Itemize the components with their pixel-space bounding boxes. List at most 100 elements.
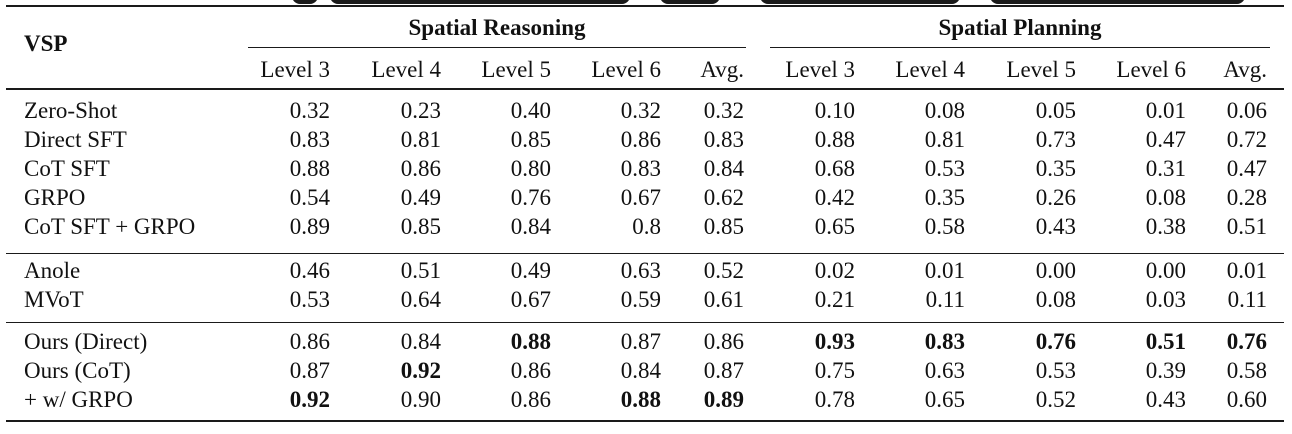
row-label: Anole [24, 258, 81, 283]
table-cell: 0.88 [510, 329, 551, 354]
table-cell: 0.38 [1145, 214, 1186, 239]
table-cell: 0.08 [1035, 287, 1076, 312]
table-cell: 0.01 [1145, 98, 1186, 123]
header-rule [6, 88, 1284, 90]
table-cell: 0.87 [289, 358, 330, 383]
table-cell: 0.47 [1226, 156, 1267, 181]
table-cell: 0.47 [1145, 127, 1186, 152]
table-cell: 0.84 [510, 214, 551, 239]
table-cell: 0.63 [924, 358, 965, 383]
table-cell: 0.65 [924, 387, 965, 412]
table-cell: 0.52 [703, 258, 744, 283]
table-cell: 0.62 [703, 185, 744, 210]
table-cell: 0.00 [1145, 258, 1186, 283]
table-cell: 0.86 [289, 329, 330, 354]
table-cell: 0.87 [703, 358, 744, 383]
table-cell: 0.06 [1226, 98, 1267, 123]
table-cell: 0.54 [289, 185, 330, 210]
table-cell: 0.23 [400, 98, 441, 123]
table-cell: 0.31 [1145, 156, 1186, 181]
table-cell: 0.67 [510, 287, 551, 312]
section-rule-2 [6, 322, 1284, 323]
table-cell: 0.67 [620, 185, 661, 210]
table-cell: 0.46 [289, 258, 330, 283]
table-cell: 0.08 [924, 98, 965, 123]
table-cell: 0.10 [814, 98, 855, 123]
table-cell: 0.78 [814, 387, 855, 412]
cut-off-caption-text [0, 0, 1292, 4]
group-header-spatial-planning: Spatial Planning [938, 15, 1102, 40]
table-cell: 0.72 [1226, 127, 1267, 152]
row-label: GRPO [24, 185, 86, 210]
table-cell: 0.60 [1226, 387, 1267, 412]
table-cell: 0.40 [510, 98, 551, 123]
table-cell: 0.01 [1226, 258, 1267, 283]
table-cell: 0.43 [1145, 387, 1186, 412]
row-label: Ours (Direct) [24, 329, 148, 354]
table-cell: 0.53 [1035, 358, 1076, 383]
table-cell: 0.21 [814, 287, 855, 312]
table-cell: 0.86 [703, 329, 744, 354]
table-cell: 0.85 [703, 214, 744, 239]
table-cell: 0.81 [400, 127, 441, 152]
table-cell: 0.08 [1145, 185, 1186, 210]
table-cell: 0.51 [1145, 329, 1186, 354]
table-cell: 0.32 [289, 98, 330, 123]
table-cell: 0.86 [620, 127, 661, 152]
table-cell: 0.93 [814, 329, 855, 354]
row-label: Zero-Shot [24, 98, 118, 123]
row-label: Ours (CoT) [24, 358, 131, 383]
table-cell: 0.75 [814, 358, 855, 383]
column-header: Level 6 [591, 57, 661, 82]
column-header: Level 5 [1006, 57, 1076, 82]
table-cell: 0.00 [1035, 258, 1076, 283]
table-cell: 0.86 [510, 358, 551, 383]
corner-label: VSP [24, 31, 68, 56]
table-cell: 0.86 [400, 156, 441, 181]
table-cell: 0.92 [289, 387, 330, 412]
table-cell: 0.51 [400, 258, 441, 283]
table-cell: 0.11 [925, 287, 965, 312]
table-cell: 0.88 [620, 387, 661, 412]
table-cell: 0.51 [1226, 214, 1267, 239]
table-cell: 0.49 [400, 185, 441, 210]
table-cell: 0.58 [924, 214, 965, 239]
row-label: CoT SFT [24, 156, 110, 181]
row-label: CoT SFT + GRPO [24, 214, 196, 239]
table-cell: 0.65 [814, 214, 855, 239]
table-cell: 0.68 [814, 156, 855, 181]
table-cell: 0.89 [703, 387, 744, 412]
table-cell: 0.58 [1226, 358, 1267, 383]
table-cell: 0.85 [510, 127, 551, 152]
table-cell: 0.85 [400, 214, 441, 239]
table-cell: 0.87 [620, 329, 661, 354]
table-cell: 0.39 [1145, 358, 1186, 383]
table-cell: 0.49 [510, 258, 551, 283]
table-cell: 0.64 [400, 287, 441, 312]
table-cell: 0.84 [400, 329, 441, 354]
top-rule [6, 5, 1284, 7]
table-cell: 0.11 [1227, 287, 1267, 312]
table-cell: 0.84 [620, 358, 661, 383]
table-cell: 0.42 [814, 185, 855, 210]
table-cell: 0.83 [924, 329, 965, 354]
column-header: Level 4 [371, 57, 441, 82]
group-rule-spatial-planning [770, 47, 1270, 48]
table-cell: 0.35 [1035, 156, 1076, 181]
table-cell: 0.02 [814, 258, 855, 283]
table-cell: 0.88 [814, 127, 855, 152]
table-cell: 0.89 [289, 214, 330, 239]
column-header: Avg. [700, 57, 744, 82]
row-label: MVoT [24, 287, 84, 312]
table-cell: 0.53 [289, 287, 330, 312]
table-cell: 0.32 [620, 98, 661, 123]
table-cell: 0.83 [289, 127, 330, 152]
table-cell: 0.28 [1226, 185, 1267, 210]
table-cell: 0.53 [924, 156, 965, 181]
table-cell: 0.83 [620, 156, 661, 181]
table-cell: 0.76 [1035, 329, 1076, 354]
table-cell: 0.81 [924, 127, 965, 152]
table-cell: 0.61 [703, 287, 744, 312]
table-cell: 0.88 [289, 156, 330, 181]
table-cell: 0.32 [703, 98, 744, 123]
